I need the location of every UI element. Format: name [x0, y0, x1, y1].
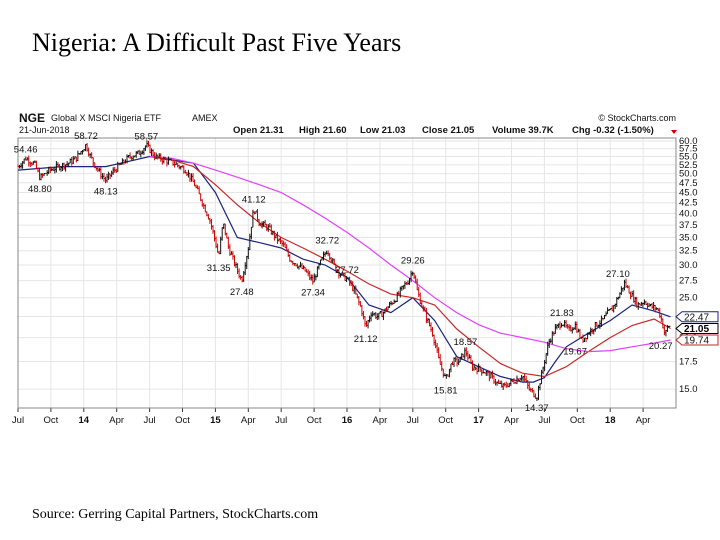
x-tick-label: Apr [109, 415, 124, 426]
x-tick-label: Apr [241, 415, 256, 426]
price-annotation: 15.81 [434, 386, 458, 397]
value-tag-box [675, 322, 719, 334]
x-tick-label: Apr [373, 415, 388, 426]
high-value: High 21.60 [299, 125, 347, 136]
y-tick-label: 60.0 [679, 136, 698, 147]
price-annotation: 58.72 [74, 131, 98, 142]
x-tick-label: Oct [570, 415, 585, 426]
fund-name: Global X MSCI Nigeria ETF [51, 113, 162, 123]
open-value: Open 21.31 [233, 125, 284, 136]
x-tick-label: Oct [175, 415, 190, 426]
y-tick-label: 37.5 [679, 220, 698, 231]
price-annotation: 41.12 [242, 195, 266, 206]
y-tick-label: 42.5 [679, 198, 698, 209]
x-tick-label: Oct [307, 415, 322, 426]
source-note: Source: Gerring Capital Partners, StockC… [32, 507, 319, 522]
price-annotation: 27.10 [606, 269, 630, 280]
price-annotation: 18.57 [454, 337, 478, 348]
down-arrow-icon [671, 130, 677, 134]
x-tick-label: Jul [538, 415, 550, 426]
y-tick-label: 17.5 [679, 357, 698, 368]
x-tick-label: Jul [275, 415, 287, 426]
change-value: Chg -0.32 (-1.50%) [572, 125, 654, 136]
value-tag-box [675, 334, 719, 346]
chart-date: 21-Jun-2018 [19, 125, 70, 135]
x-tick-label: 16 [342, 415, 353, 426]
y-tick-label: 55.0 [679, 152, 698, 163]
value-tag-label: 19.74 [684, 335, 709, 346]
copyright-label: © StockCharts.com [598, 113, 676, 123]
y-tick-label: 50.0 [679, 169, 698, 180]
y-tick-label: 30.0 [679, 260, 698, 271]
price-annotation: 19.67 [563, 347, 587, 358]
y-tick-label: 52.5 [679, 160, 698, 171]
x-tick-label: Oct [44, 415, 59, 426]
value-tag-box [675, 311, 719, 323]
y-tick-label: 40.0 [679, 209, 698, 220]
x-tick-label: 14 [79, 415, 90, 426]
moving-average-line [149, 155, 671, 353]
price-annotation: 54.46 [14, 144, 38, 155]
y-tick-label: 45.0 [679, 187, 698, 198]
price-annotation: 48.80 [28, 184, 52, 195]
price-annotation: 31.35 [207, 263, 231, 274]
price-annotation: 27.48 [230, 287, 254, 298]
exchange-label: AMEX [192, 113, 218, 123]
x-tick-label: 18 [605, 415, 616, 426]
x-tick-label: Jul [407, 415, 419, 426]
price-annotation: 32.72 [315, 236, 339, 247]
x-tick-label: 15 [210, 415, 221, 426]
close-value: Close 21.05 [422, 125, 475, 136]
plot-border [17, 137, 677, 409]
price-annotation: 27.34 [301, 288, 325, 299]
low-value: Low 21.03 [360, 125, 405, 136]
price-annotation: 21.12 [354, 334, 378, 345]
price-annotation: 29.26 [401, 256, 425, 267]
slide-title: Nigeria: A Difficult Past Five Years [32, 28, 402, 57]
price-annotation: 27.72 [335, 265, 359, 276]
price-annotation: 20.27 [649, 341, 673, 352]
x-tick-label: Apr [636, 415, 651, 426]
x-tick-label: Jul [144, 415, 156, 426]
y-tick-label: 57.5 [679, 144, 698, 155]
x-tick-label: 17 [473, 415, 484, 426]
value-tag-label: 22.47 [684, 312, 709, 323]
x-tick-label: Oct [438, 415, 453, 426]
price-annotation: 21.83 [550, 308, 574, 319]
y-tick-label: 25.0 [679, 293, 698, 304]
y-tick-label: 35.0 [679, 232, 698, 243]
x-tick-label: Jul [12, 415, 24, 426]
price-annotation: 14.37 [525, 403, 549, 414]
y-tick-label: 32.5 [679, 246, 698, 257]
x-tick-label: Apr [504, 415, 519, 426]
ticker-symbol: NGE [19, 111, 45, 125]
price-annotation: 58.57 [134, 131, 158, 142]
price-annotation: 48.13 [94, 186, 118, 197]
y-tick-label: 27.5 [679, 276, 698, 287]
y-tick-label: 47.5 [679, 178, 698, 189]
volume-value: Volume 39.7K [492, 125, 554, 136]
y-tick-label: 15.0 [679, 384, 698, 395]
value-tag-label: 21.05 [684, 324, 709, 335]
